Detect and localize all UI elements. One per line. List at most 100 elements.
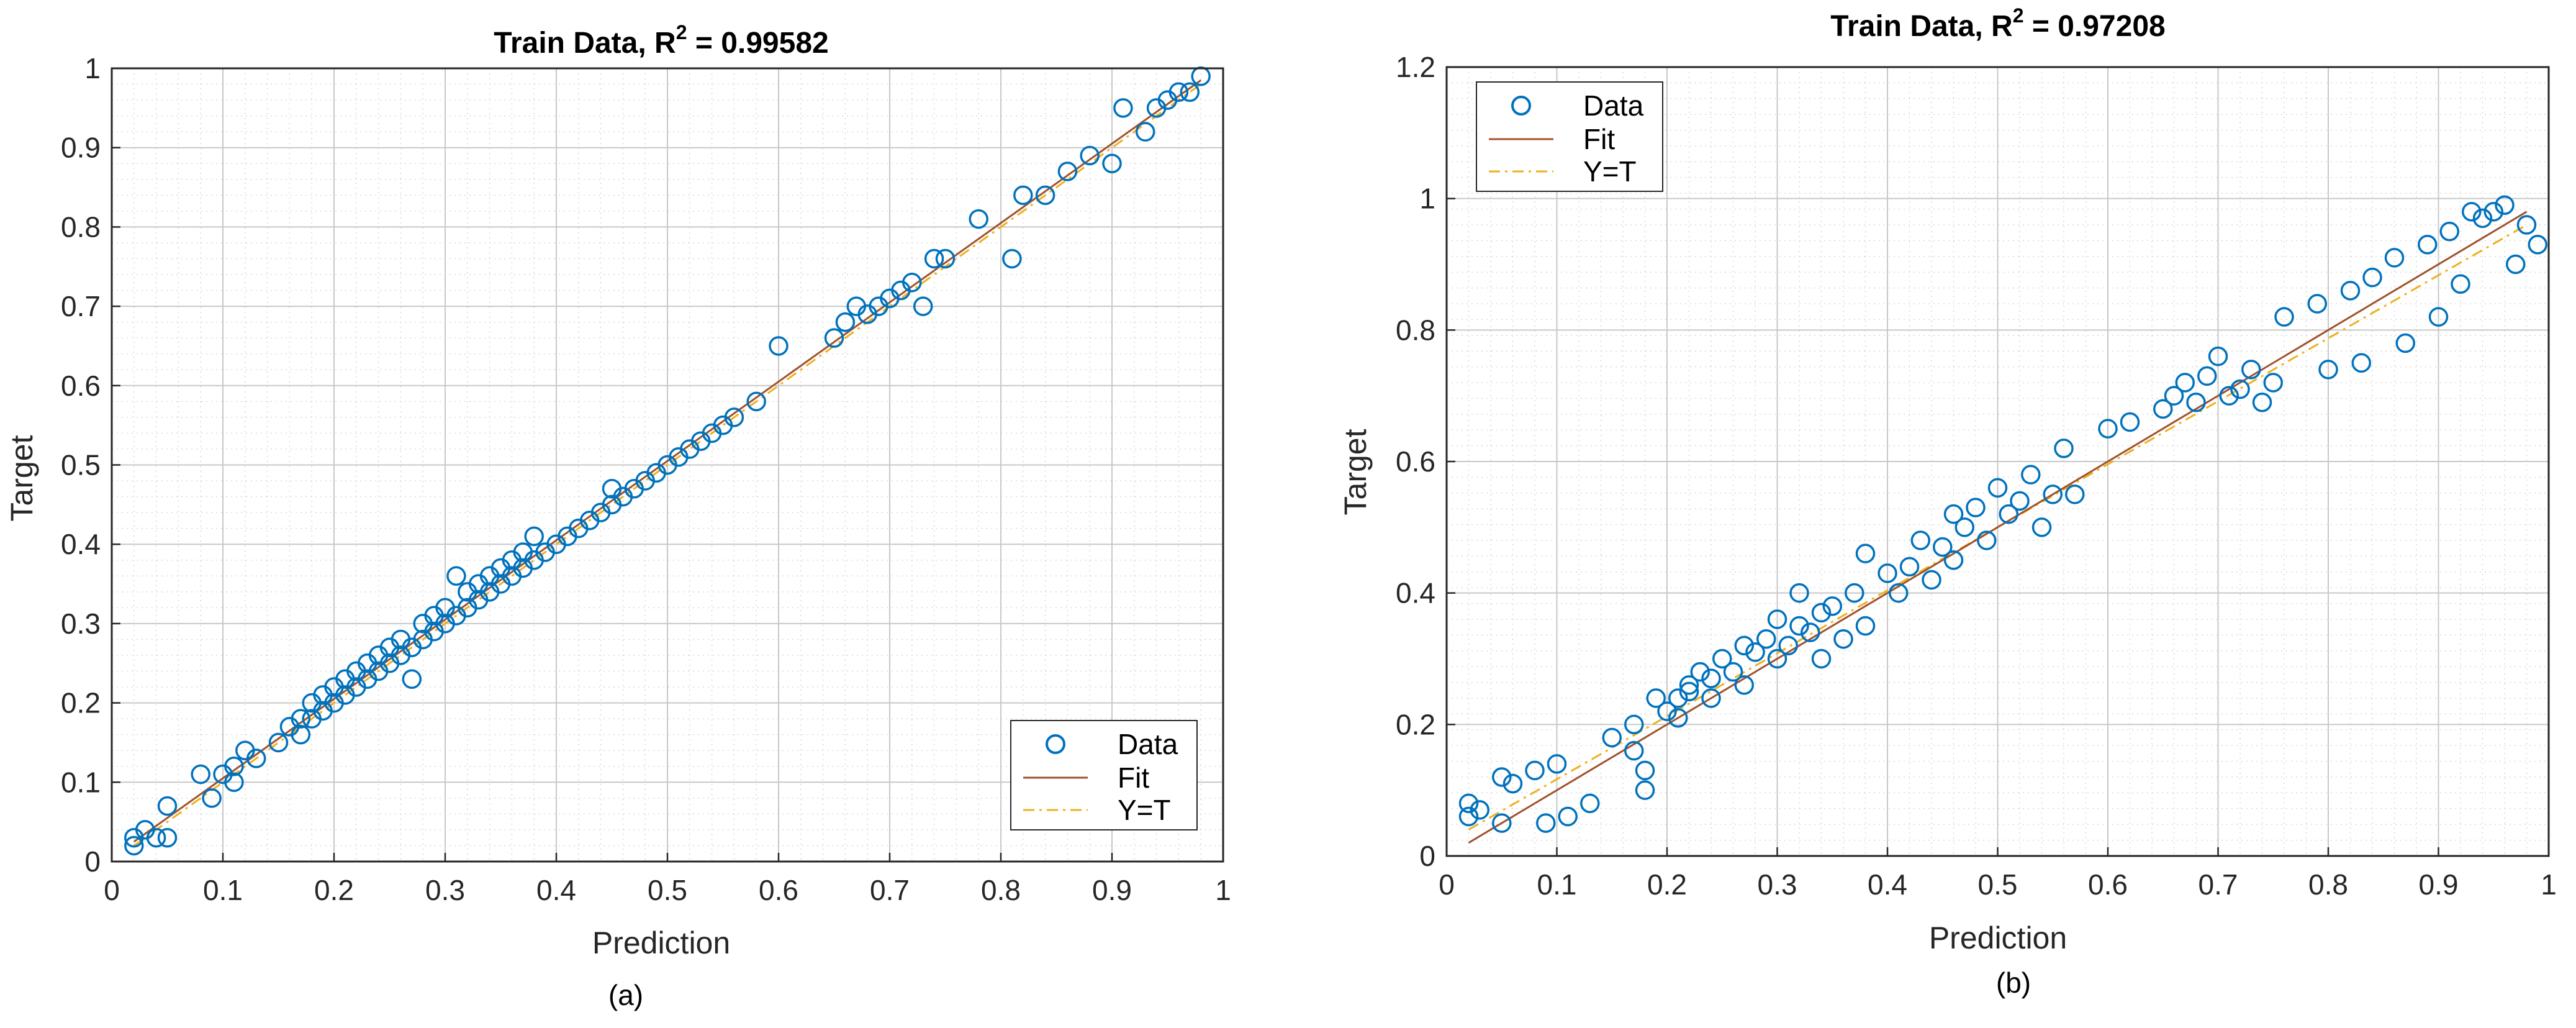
lines-layer — [133, 79, 1202, 847]
data-point — [402, 669, 422, 689]
data-point — [2462, 202, 2482, 222]
data-point — [1966, 498, 1986, 517]
data-point — [924, 248, 944, 269]
data-point — [202, 788, 222, 808]
x-tick-label: 0.3 — [1758, 868, 1797, 901]
data-point — [1458, 806, 1479, 827]
data-point — [268, 732, 289, 753]
data-point — [157, 796, 178, 816]
data-point — [1536, 813, 1556, 833]
caption-b: (b) — [1996, 967, 2031, 999]
data-point — [2451, 274, 2470, 294]
data-point — [291, 724, 311, 745]
data-point — [1701, 668, 1721, 688]
data-point — [1602, 727, 1622, 748]
data-point — [2472, 208, 2493, 229]
data-point — [2395, 333, 2415, 353]
data-point — [2065, 484, 2085, 504]
data-point — [1057, 161, 1078, 181]
legend-data-marker — [1511, 96, 1531, 116]
x-tick-label: 1 — [2541, 868, 2557, 901]
data-point — [2274, 307, 2294, 327]
y-tick-label: 0.8 — [1396, 314, 1435, 346]
x-tick-label: 0.7 — [2199, 868, 2238, 901]
caption-a: (a) — [608, 979, 643, 1011]
data-point — [1668, 688, 1688, 708]
data-point — [1745, 642, 1765, 662]
legend-box — [1476, 81, 1663, 192]
data-point — [1191, 66, 1211, 86]
chart-title: Train Data, R2 = 0.99582 — [494, 21, 828, 60]
legend-box — [1010, 720, 1198, 830]
legend-label-fit: Fit — [1118, 762, 1149, 794]
data-point — [2120, 412, 2140, 432]
data-point — [2043, 484, 2063, 504]
data-point — [1624, 714, 1644, 735]
chart-title-value: = 0.97208 — [2024, 10, 2166, 43]
data-point — [2230, 379, 2250, 399]
chart-title: Train Data, R2 = 0.97208 — [1830, 4, 2165, 43]
x-tick-label: 0.8 — [981, 874, 1021, 906]
legend-data-marker — [1046, 734, 1065, 754]
data-point — [1180, 82, 1200, 102]
data-point — [2384, 248, 2405, 268]
data-point — [2197, 366, 2217, 386]
chart-panel-a: Train Data, R2 = 0.99582 0 0.1 0.2 0.3 0.4 0.… — [4, 21, 1231, 1011]
data-point — [1955, 517, 1974, 537]
data-point — [1910, 530, 1930, 550]
data-point — [157, 827, 178, 848]
data-point — [1943, 504, 1964, 524]
data-point — [1102, 153, 1122, 173]
data-point — [1889, 583, 1909, 603]
data-point — [2208, 346, 2228, 366]
data-point — [2307, 294, 2327, 314]
chart-title-sup: 2 — [676, 21, 687, 43]
chart-title-value: = 0.99582 — [687, 27, 829, 60]
data-point — [2021, 465, 2041, 484]
y-tick-label: 0.3 — [61, 607, 101, 640]
data-point — [1977, 530, 1997, 550]
y-tick-label: 0.5 — [61, 449, 101, 481]
data-point — [224, 772, 244, 793]
x-tick-label: 0 — [1439, 868, 1455, 901]
fit-line — [133, 79, 1202, 843]
data-point — [146, 827, 166, 848]
data-point — [2031, 517, 2052, 537]
y-axis-label: Target — [1338, 429, 1373, 515]
data-point — [2516, 215, 2537, 235]
y-tick-label: 0.2 — [1396, 708, 1435, 740]
legend-label-identity: Y=T — [1583, 155, 1637, 188]
data-point — [1690, 662, 1710, 682]
data-point — [1657, 701, 1677, 721]
data-point — [913, 296, 933, 316]
data-point — [1679, 681, 1699, 702]
data-point — [1503, 773, 1523, 794]
data-point — [1734, 635, 1754, 656]
data-point — [2528, 235, 2547, 255]
data-point — [2340, 281, 2361, 301]
data-point — [1624, 740, 1644, 761]
data-point — [935, 248, 956, 269]
data-point — [2153, 399, 2173, 419]
data-point — [1987, 478, 2008, 498]
data-point — [824, 328, 844, 348]
data-point — [969, 209, 988, 229]
data-point — [1168, 82, 1189, 102]
data-point — [2351, 353, 2371, 373]
y-tick-labels: 0 0.2 0.4 0.6 0.8 1 1.2 — [1396, 51, 1455, 872]
chart-title-prefix: Train Data, R — [494, 27, 676, 60]
data-point — [2362, 267, 2382, 288]
data-point — [1767, 609, 1787, 629]
data-point — [724, 407, 744, 427]
data-point — [446, 566, 466, 586]
x-axis-label: Prediction — [592, 926, 730, 960]
y-tick-label: 0.9 — [61, 132, 101, 164]
data-point — [1943, 550, 1964, 570]
data-point — [2318, 360, 2338, 380]
y-tick-label: 0.2 — [61, 687, 101, 719]
data-point — [191, 764, 210, 785]
data-point — [1811, 648, 1832, 669]
x-tick-label: 0.5 — [648, 874, 687, 906]
y-tick-label: 0 — [1419, 840, 1435, 872]
